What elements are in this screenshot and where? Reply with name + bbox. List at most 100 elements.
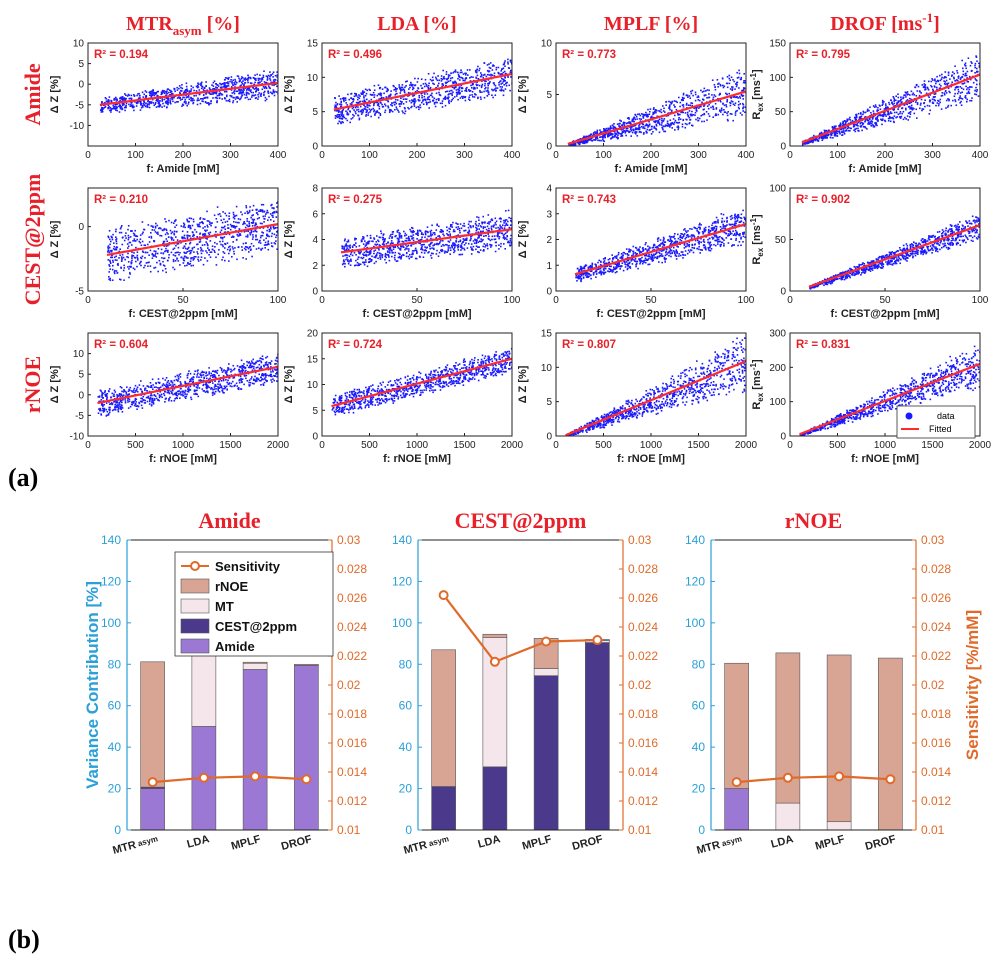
data-point [887,119,890,122]
data-point [590,137,593,140]
data-point [143,93,145,96]
data-point [160,227,162,230]
data-point [469,94,471,96]
data-point [360,92,362,94]
data-point [273,233,276,236]
data-point [147,265,149,267]
data-point [352,98,355,100]
y-tick-label: 10 [307,73,319,84]
data-point [216,243,218,245]
data-point [206,210,208,213]
data-point [445,85,447,87]
data-point [739,103,742,105]
data-point [706,89,709,91]
data-point [975,55,977,57]
data-point [170,102,172,105]
data-point [476,84,479,86]
data-point [263,70,265,72]
data-point [658,122,661,125]
data-point [369,234,372,237]
data-point [396,88,398,90]
data-point [427,101,430,104]
data-point [234,78,236,81]
data-point [492,226,495,228]
data-point [255,223,258,226]
data-point [124,98,127,101]
data-point [974,62,977,65]
data-point [131,230,133,232]
data-point [216,87,219,89]
data-point [166,90,168,92]
data-point [861,121,863,124]
data-point [421,96,423,99]
data-point [668,107,671,109]
data-point [594,131,596,133]
data-point [661,122,663,124]
data-point [341,111,344,113]
data-point [832,128,835,130]
data-point [365,115,367,117]
data-point [215,226,217,228]
data-point [347,107,350,110]
data-point [219,92,221,94]
data-point [347,108,349,111]
data-point [816,139,818,142]
data-point [268,243,270,246]
data-point [961,98,964,100]
data-point [164,268,167,270]
data-point [849,116,851,119]
data-point [192,259,195,261]
data-point [960,100,962,103]
data-point [272,216,274,218]
data-point [413,243,415,245]
data-point [253,88,256,90]
data-point [255,230,258,233]
data-point [420,78,423,80]
data-point [267,74,270,77]
data-point [438,99,440,102]
data-point [188,246,190,249]
data-point [424,78,427,81]
data-point [882,103,884,105]
data-point [360,93,363,95]
data-point [225,85,228,87]
data-point [824,131,826,133]
data-point [379,256,381,259]
data-point [904,94,907,96]
data-point [163,90,165,92]
data-point [806,141,808,143]
data-point [179,264,181,266]
data-point [681,111,683,114]
x-tick-label: 200 [175,150,192,161]
data-point [653,125,656,128]
data-point [344,265,346,268]
data-point [447,98,449,100]
data-point [377,116,380,119]
data-point [429,87,431,90]
data-point [212,93,215,95]
data-point [904,91,907,94]
data-point [488,82,491,84]
data-point [188,220,190,223]
data-point [442,243,444,246]
data-point [475,242,478,245]
data-point [424,85,426,88]
data-point [843,129,845,132]
data-point [115,247,117,249]
data-point [682,93,685,96]
data-point [343,98,345,100]
data-point [631,131,634,134]
data-point [243,78,245,80]
data-point [592,132,595,134]
data-point [725,82,728,85]
data-point [162,241,165,244]
data-point [899,112,901,115]
data-point [501,68,503,70]
data-point [189,252,191,255]
data-point [336,103,338,106]
data-point [378,87,381,90]
data-point [128,276,130,279]
data-point [486,95,489,97]
data-point [246,236,249,238]
data-point [610,132,612,135]
